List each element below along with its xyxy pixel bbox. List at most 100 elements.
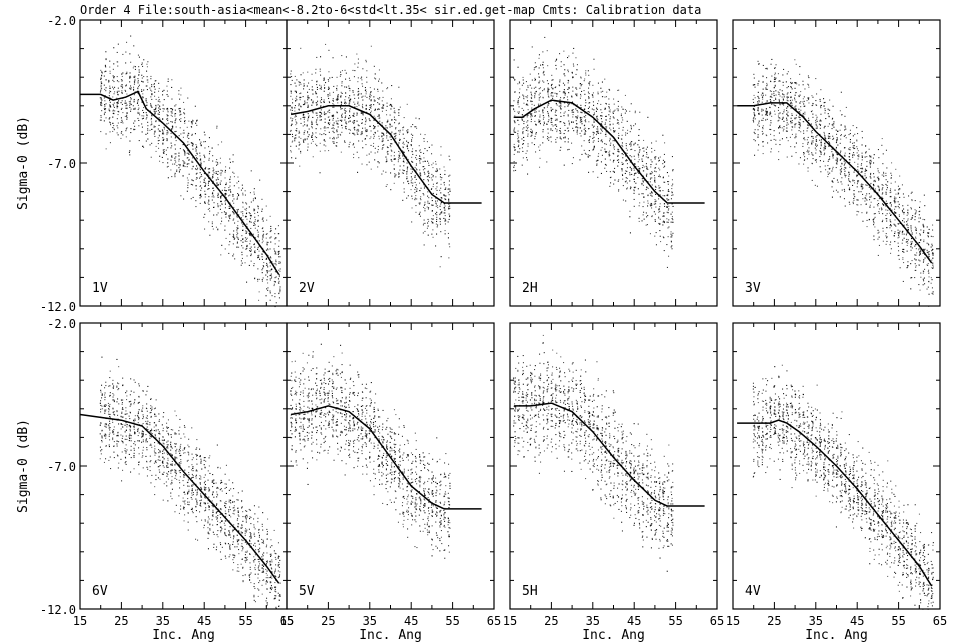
- scatter-point: [572, 121, 574, 123]
- scatter-point: [179, 165, 181, 167]
- scatter-point: [279, 288, 281, 290]
- scatter-point: [820, 153, 822, 155]
- scatter-point: [113, 105, 115, 107]
- scatter-point: [213, 190, 215, 192]
- scatter-point: [605, 151, 607, 153]
- scatter-point: [567, 71, 569, 73]
- scatter-point: [567, 105, 569, 107]
- scatter-point: [765, 113, 767, 115]
- scatter-point: [171, 129, 173, 131]
- scatter-point: [439, 209, 441, 211]
- scatter-point: [625, 147, 627, 149]
- scatter-point: [770, 90, 772, 92]
- scatter-point: [435, 188, 437, 190]
- scatter-point: [580, 119, 582, 121]
- scatter-point: [671, 245, 673, 247]
- scatter-point: [151, 142, 153, 144]
- scatter-point: [752, 84, 754, 86]
- scatter-point: [353, 123, 355, 125]
- scatter-point: [596, 131, 598, 133]
- scatter-point: [116, 97, 118, 99]
- scatter-point: [575, 108, 577, 110]
- scatter-point: [321, 134, 323, 136]
- scatter-point: [399, 139, 401, 141]
- scatter-point: [815, 159, 817, 161]
- scatter-point: [209, 168, 211, 170]
- scatter-point: [370, 91, 372, 93]
- scatter-point: [645, 163, 647, 165]
- scatter-point: [308, 134, 310, 136]
- scatter-point: [774, 113, 776, 115]
- scatter-point: [600, 128, 602, 130]
- scatter-point: [262, 265, 264, 267]
- scatter-point: [195, 144, 197, 146]
- scatter-point: [765, 88, 767, 90]
- scatter-point: [659, 169, 661, 171]
- scatter-point: [812, 158, 814, 160]
- scatter-point: [556, 129, 558, 131]
- scatter-point: [824, 138, 826, 140]
- scatter-point: [183, 149, 185, 151]
- scatter-point: [795, 92, 797, 94]
- scatter-point: [138, 71, 140, 73]
- scatter-point: [220, 195, 222, 197]
- scatter-point: [448, 184, 450, 186]
- scatter-point: [560, 108, 562, 110]
- scatter-point: [378, 138, 380, 140]
- scatter-point: [118, 100, 120, 102]
- scatter-point: [802, 80, 804, 82]
- scatter-point: [439, 168, 441, 170]
- scatter-point: [798, 130, 800, 132]
- scatter-point: [671, 179, 673, 181]
- scatter-point: [110, 124, 112, 126]
- scatter-point: [543, 70, 545, 72]
- scatter-point: [778, 159, 780, 161]
- scatter-point: [651, 142, 653, 144]
- scatter-point: [398, 176, 400, 178]
- scatter-point: [270, 274, 272, 276]
- scatter-point: [171, 79, 173, 81]
- scatter-point: [142, 96, 144, 98]
- scatter-point: [419, 162, 421, 164]
- scatter-point: [383, 134, 385, 136]
- scatter-point: [121, 103, 123, 105]
- scatter-point: [558, 84, 560, 86]
- scatter-point: [219, 196, 221, 198]
- scatter-point: [441, 211, 443, 213]
- scatter-point: [811, 95, 813, 97]
- scatter-point: [559, 79, 561, 81]
- scatter-point: [130, 87, 132, 89]
- scatter-point: [354, 106, 356, 108]
- scatter-point: [824, 110, 826, 112]
- scatter-point: [341, 116, 343, 118]
- scatter-point: [548, 137, 550, 139]
- scatter-point: [757, 136, 759, 138]
- scatter-point: [172, 163, 174, 165]
- scatter-point: [166, 90, 168, 92]
- scatter-point: [150, 89, 152, 91]
- scatter-point: [109, 122, 111, 124]
- scatter-point: [794, 123, 796, 125]
- scatter-point: [269, 231, 271, 233]
- scatter-point: [670, 213, 672, 215]
- scatter-point: [439, 221, 441, 223]
- scatter-point: [646, 187, 648, 189]
- scatter-point: [531, 100, 533, 102]
- scatter-point: [803, 103, 805, 105]
- scatter-point: [162, 137, 164, 139]
- scatter-point: [406, 167, 408, 169]
- scatter-point: [612, 170, 614, 172]
- scatter-point: [432, 222, 434, 224]
- scatter-point: [99, 119, 101, 121]
- scatter-point: [531, 109, 533, 111]
- scatter-point: [647, 215, 649, 217]
- scatter-point: [658, 159, 660, 161]
- scatter-point: [120, 137, 122, 139]
- scatter-point: [641, 182, 643, 184]
- scatter-point: [584, 130, 586, 132]
- scatter-point: [598, 100, 600, 102]
- scatter-point: [179, 127, 181, 129]
- scatter-point: [217, 228, 219, 230]
- scatter-point: [415, 117, 417, 119]
